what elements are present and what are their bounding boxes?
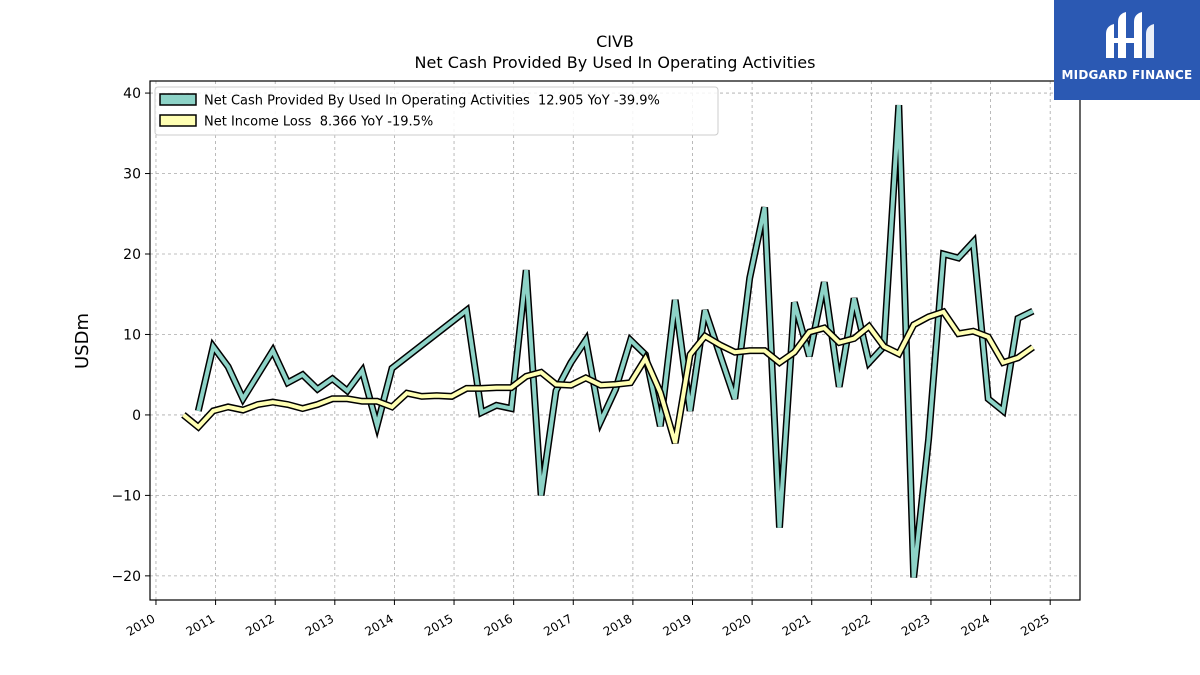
y-tick-label: −20 xyxy=(111,569,141,585)
y-tick-label: 40 xyxy=(123,86,141,102)
x-tick-label: 2017 xyxy=(541,611,574,638)
x-tick-label: 2023 xyxy=(899,611,932,638)
y-tick-label: −10 xyxy=(111,488,141,504)
series-layer xyxy=(181,104,1035,578)
legend-box xyxy=(154,86,719,136)
logo-mark-icon xyxy=(1106,12,1154,58)
x-tick-label: 2016 xyxy=(482,611,515,638)
x-tick-label: 2012 xyxy=(243,611,276,638)
x-tick-label: 2011 xyxy=(184,611,217,638)
x-tick-label: 2022 xyxy=(839,611,872,638)
logo-text: MIDGARD FINANCE xyxy=(1061,68,1193,82)
series-1 xyxy=(181,307,1035,445)
legend: Net Cash Provided By Used In Operating A… xyxy=(154,86,719,136)
x-tick-label: 2024 xyxy=(959,611,992,638)
legend-label-ncf: Net Cash Provided By Used In Operating A… xyxy=(204,94,660,109)
x-tick-label: 2013 xyxy=(303,611,336,638)
legend-swatch-ncf xyxy=(159,93,197,106)
y-axis-label: USDm xyxy=(72,313,93,369)
series-line xyxy=(182,309,1035,444)
y-tick-label: 10 xyxy=(123,327,141,343)
plot-frame xyxy=(149,80,1081,601)
legend-label-ni: Net Income Loss 8.366 YoY -19.5% xyxy=(204,115,433,130)
x-tick-label: 2025 xyxy=(1018,611,1051,638)
x-tick-label: 2015 xyxy=(422,611,455,638)
x-tick-label: 2020 xyxy=(720,611,753,638)
x-tick-label: 2014 xyxy=(362,611,395,638)
y-tick-label: 0 xyxy=(132,408,141,424)
chart-title: CIVB xyxy=(596,32,634,51)
x-tick-label: 2021 xyxy=(780,611,813,638)
grid xyxy=(150,81,1080,600)
chart-subtitle: Net Cash Provided By Used In Operating A… xyxy=(415,53,816,72)
x-tick-label: 2018 xyxy=(601,611,634,638)
x-tick-label: 2019 xyxy=(661,611,694,638)
y-tick-label: 20 xyxy=(123,247,141,263)
x-tick-label: 2010 xyxy=(124,611,157,638)
legend-swatch-ni xyxy=(159,114,197,127)
y-tick-label: 30 xyxy=(123,167,141,183)
midgard-finance-logo: MIDGARD FINANCE xyxy=(1054,0,1200,100)
